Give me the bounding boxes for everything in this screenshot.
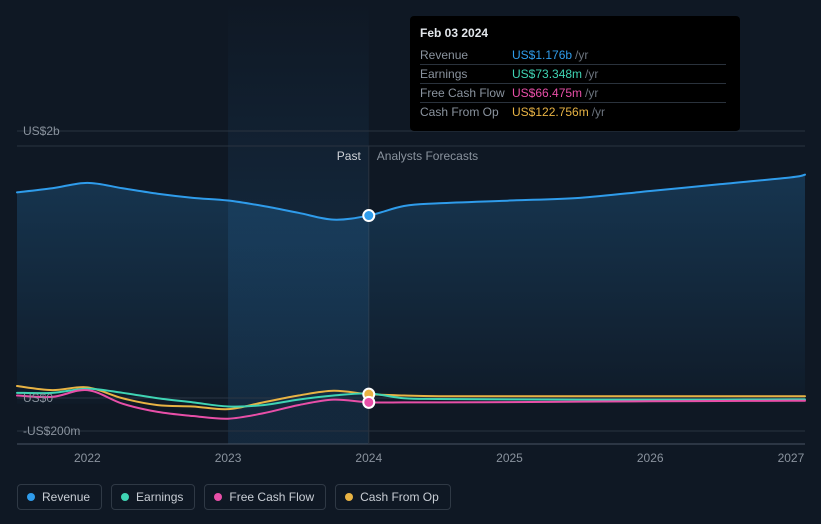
legend-dot-icon bbox=[27, 493, 35, 501]
y-axis-label: -US$200m bbox=[23, 424, 80, 438]
x-axis-label: 2023 bbox=[215, 451, 242, 465]
tooltip-row-label: Free Cash Flow bbox=[420, 84, 512, 103]
label-forecasts: Analysts Forecasts bbox=[377, 149, 478, 163]
legend-label: Free Cash Flow bbox=[229, 490, 314, 504]
tooltip-row: RevenueUS$1.176b/yr bbox=[420, 46, 726, 65]
legend-item-free-cash-flow[interactable]: Free Cash Flow bbox=[204, 484, 326, 510]
financials-chart: Feb 03 2024 RevenueUS$1.176b/yrEarningsU… bbox=[0, 0, 821, 524]
hover-tooltip: Feb 03 2024 RevenueUS$1.176b/yrEarningsU… bbox=[410, 16, 740, 131]
tooltip-row-label: Cash From Op bbox=[420, 103, 512, 122]
legend-dot-icon bbox=[121, 493, 129, 501]
tooltip-row-value: US$122.756m/yr bbox=[512, 103, 726, 122]
legend-item-earnings[interactable]: Earnings bbox=[111, 484, 195, 510]
tooltip-table: RevenueUS$1.176b/yrEarningsUS$73.348m/yr… bbox=[420, 46, 726, 121]
legend-label: Revenue bbox=[42, 490, 90, 504]
label-past: Past bbox=[337, 149, 361, 163]
legend-dot-icon bbox=[345, 493, 353, 501]
tooltip-row-label: Earnings bbox=[420, 65, 512, 84]
legend-label: Cash From Op bbox=[360, 490, 439, 504]
legend-dot-icon bbox=[214, 493, 222, 501]
legend-item-revenue[interactable]: Revenue bbox=[17, 484, 102, 510]
x-axis-label: 2025 bbox=[496, 451, 523, 465]
legend: Revenue Earnings Free Cash Flow Cash From O… bbox=[17, 484, 451, 510]
x-axis-label: 2027 bbox=[778, 451, 805, 465]
y-axis-label: US$0 bbox=[23, 391, 53, 405]
tooltip-row: Free Cash FlowUS$66.475m/yr bbox=[420, 84, 726, 103]
legend-label: Earnings bbox=[136, 490, 183, 504]
legend-item-cash-from-op[interactable]: Cash From Op bbox=[335, 484, 451, 510]
y-axis-label: US$2b bbox=[23, 124, 60, 138]
tooltip-row-label: Revenue bbox=[420, 46, 512, 65]
tooltip-row-value: US$1.176b/yr bbox=[512, 46, 726, 65]
x-axis-label: 2024 bbox=[355, 451, 382, 465]
tooltip-row-value: US$66.475m/yr bbox=[512, 84, 726, 103]
tooltip-row-value: US$73.348m/yr bbox=[512, 65, 726, 84]
tooltip-row: Cash From OpUS$122.756m/yr bbox=[420, 103, 726, 122]
tooltip-date: Feb 03 2024 bbox=[420, 26, 726, 40]
x-axis-label: 2022 bbox=[74, 451, 101, 465]
tooltip-row: EarningsUS$73.348m/yr bbox=[420, 65, 726, 84]
x-axis-label: 2026 bbox=[637, 451, 664, 465]
